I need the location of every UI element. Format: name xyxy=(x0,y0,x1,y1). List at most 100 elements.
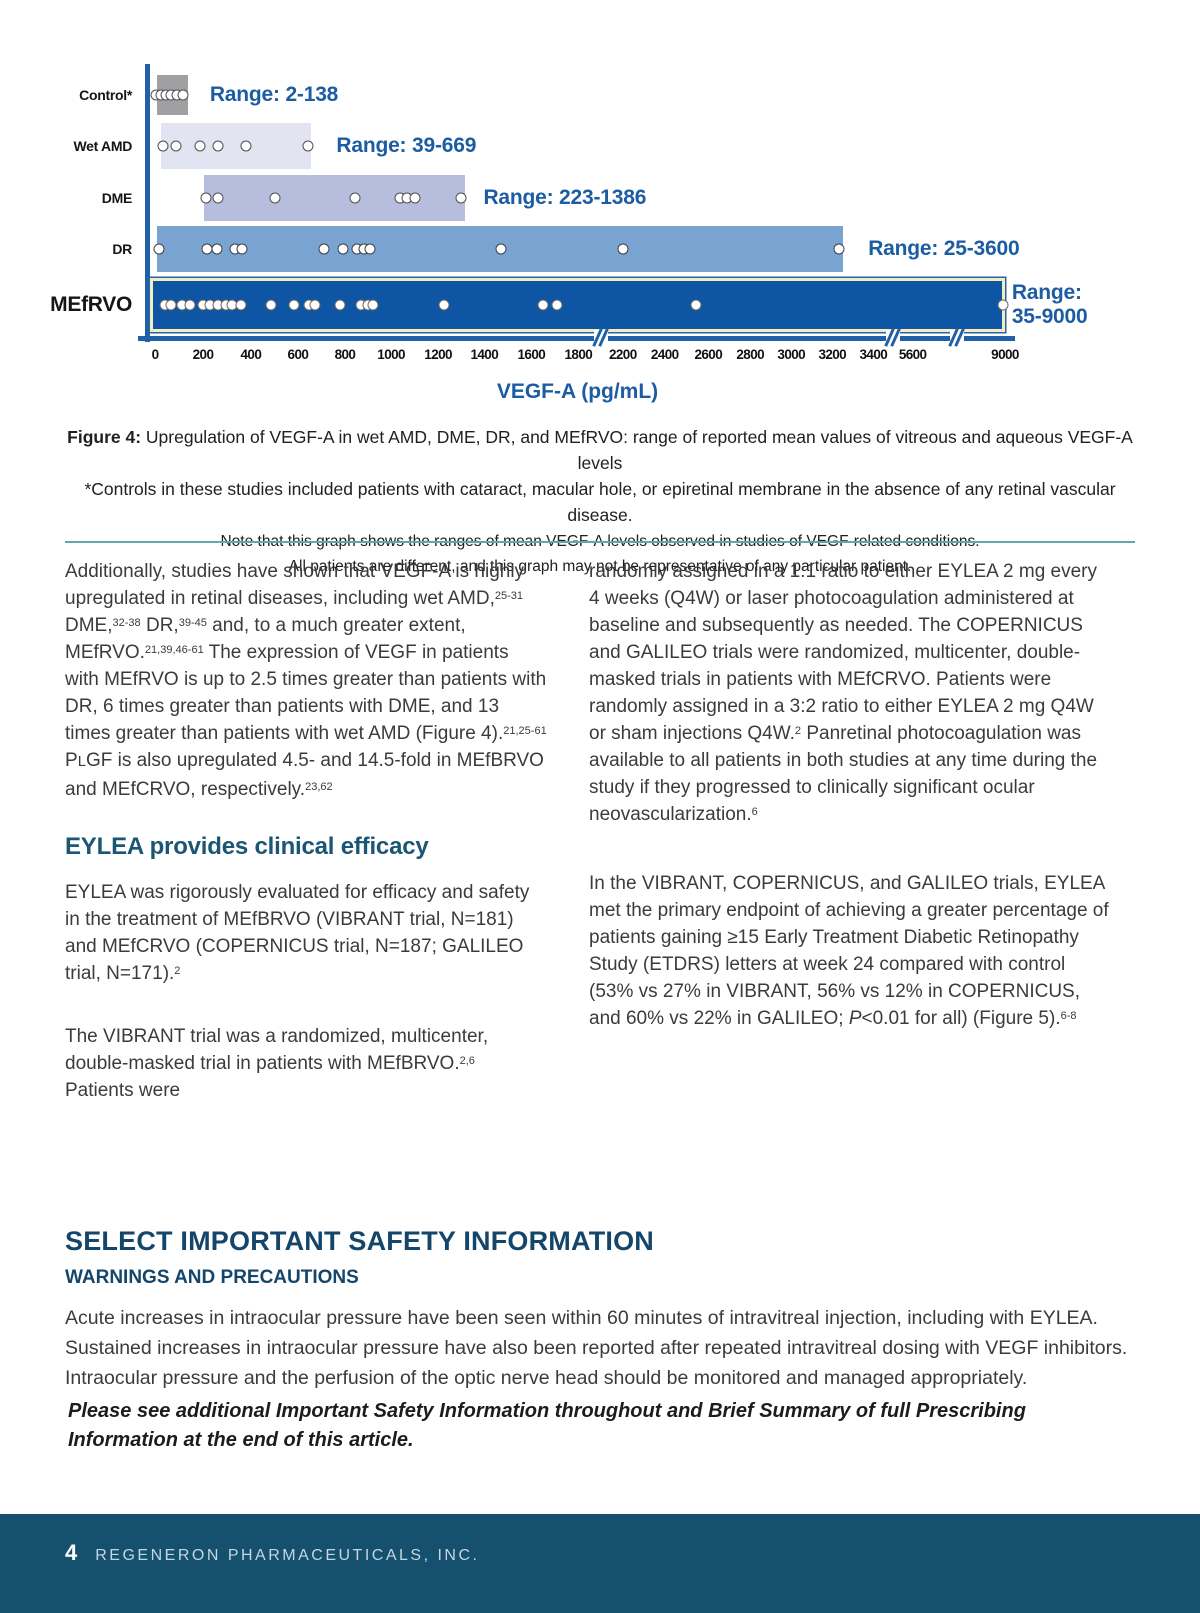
chart-dot-dr xyxy=(337,243,349,255)
chart-dot-dr xyxy=(833,243,845,255)
x-axis-line xyxy=(138,336,1015,341)
right-column: randomly assigned in a 1:1 ratio to eith… xyxy=(589,558,1109,1104)
chart-dot-mefrvo xyxy=(288,299,300,311)
chart-dot-dr xyxy=(211,243,223,255)
text-segment: and, to a much greater extent, MEfRVO. xyxy=(65,615,466,663)
chart-row-label-dr: DR xyxy=(112,241,132,257)
text-segment: Panretinal photocoagulation was availabl… xyxy=(589,723,1098,825)
text-segment: Upregulation of VEGF-A in wet AMD, DME, … xyxy=(145,427,1133,473)
caption-line-1: Figure 4: Upregulation of VEGF-A in wet … xyxy=(60,424,1140,476)
chart-dot-mefrvo xyxy=(690,299,702,311)
text-segment: DR, xyxy=(140,615,179,636)
efficacy-heading: EYLEA provides clinical efficacy xyxy=(65,833,429,860)
x-tick-3200: 3200 xyxy=(818,347,847,362)
chart-dot-control xyxy=(177,89,189,101)
x-tick-5600: 5600 xyxy=(898,347,927,362)
body-paragraph-vibrant-trial: The VIBRANT trial was a randomized, mult… xyxy=(65,1023,547,1104)
chart-dot-mefrvo xyxy=(309,299,321,311)
text-segment: Figure 4: xyxy=(67,427,146,447)
chart-dot-dme xyxy=(409,192,421,204)
chart-dot-wet-amd xyxy=(170,140,182,152)
text-segment: The VIBRANT trial was a randomized, mult… xyxy=(65,1026,489,1074)
chart-range-label-control: Range: 2-138 xyxy=(209,82,339,106)
x-tick-9000: 9000 xyxy=(991,347,1019,362)
chart-dot-mefrvo xyxy=(334,299,346,311)
text-segment: 21,25-61 xyxy=(503,725,547,738)
left-column: Additionally, studies have shown that VE… xyxy=(65,558,547,1104)
text-segment: Additionally, studies have shown that VE… xyxy=(65,561,525,609)
body-paragraph-vegf-upregulation: Additionally, studies have shown that VE… xyxy=(65,558,547,803)
x-tick-2600: 2600 xyxy=(694,347,723,362)
isi-note: Please see additional Important Safety I… xyxy=(68,1400,1026,1451)
x-tick-200: 200 xyxy=(192,347,214,362)
body-columns: Additionally, studies have shown that VE… xyxy=(65,558,1135,1104)
chart-dot-wet-amd xyxy=(212,140,224,152)
chart-range-label-dme: Range: 223-1386 xyxy=(483,185,647,209)
axis-break-2 xyxy=(884,328,901,347)
chart-dot-mefrvo xyxy=(438,299,450,311)
text-segment: The expression of VEGF in patients with … xyxy=(65,642,547,744)
chart-dot-mefrvo xyxy=(551,299,563,311)
chart-dot-mefrvo xyxy=(537,299,549,311)
text-segment: 21,39,46-61 xyxy=(144,644,204,657)
text-segment: 6-8 xyxy=(1060,1010,1077,1023)
x-tick-0: 0 xyxy=(151,347,160,362)
text-segment: 2 xyxy=(794,725,802,738)
text-segment: Patients were xyxy=(65,1080,181,1101)
x-tick-1200: 1200 xyxy=(424,347,452,362)
text-segment: 2,6 xyxy=(459,1055,475,1068)
text-segment: P xyxy=(848,1008,862,1029)
chart-dot-dr xyxy=(153,243,165,255)
x-tick-800: 800 xyxy=(334,347,356,362)
chart-dot-dme xyxy=(349,192,361,204)
text-segment: 32-38 xyxy=(112,617,141,630)
x-tick-3400: 3400 xyxy=(859,347,888,362)
text-segment: In the VIBRANT, COPERNICUS, and GALILEO … xyxy=(589,873,1109,1029)
footer-content: 4 REGENERON PHARMACEUTICALS, INC. xyxy=(65,1540,479,1566)
text-segment: 39-45 xyxy=(178,617,207,630)
x-tick-1600: 1600 xyxy=(517,347,546,362)
x-tick-400: 400 xyxy=(240,347,262,362)
chart-dot-dr xyxy=(495,243,507,255)
text-segment: 2 xyxy=(174,965,181,978)
x-tick-1400: 1400 xyxy=(470,347,499,362)
text-segment: 6 xyxy=(751,806,758,819)
chart-row-labels: Control* Wet AMD DME DR MEfRVO xyxy=(0,62,140,362)
body-paragraph-randomization: randomly assigned in a 1:1 ratio to eith… xyxy=(589,558,1109,828)
body-paragraph-endpoints: In the VIBRANT, COPERNICUS, and GALILEO … xyxy=(589,870,1109,1032)
text-segment: randomly assigned in a 1:1 ratio to eith… xyxy=(589,561,1097,744)
chart-row-label-mefrvo: MEfRVO xyxy=(50,293,132,316)
chart-dot-mefrvo xyxy=(235,299,247,311)
caption-note-2: All patients are different, and this gra… xyxy=(288,558,912,575)
chart-bar-mefrvo xyxy=(150,278,1005,332)
chart-dot-wet-amd xyxy=(194,140,206,152)
text-segment: 25-31 xyxy=(494,590,524,603)
chart-dot-dr xyxy=(364,243,376,255)
text-segment: P xyxy=(65,750,78,771)
chart-dot-wet-amd xyxy=(157,140,169,152)
chart-dot-wet-amd xyxy=(240,140,252,152)
chart-bar-wet-amd xyxy=(161,123,311,169)
x-tick-2800: 2800 xyxy=(736,347,765,362)
x-tick-1800: 1800 xyxy=(564,347,593,362)
chart-dot-mefrvo xyxy=(367,299,379,311)
safety-section: SELECT IMPORTANT SAFETY INFORMATION WARN… xyxy=(65,1226,1135,1393)
y-axis-line xyxy=(145,64,150,342)
page-number: 4 xyxy=(65,1540,78,1565)
x-tick-2200: 2200 xyxy=(608,347,637,362)
safety-paragraph: Acute increases in intraocular pressure … xyxy=(65,1307,1128,1389)
chart-dot-dr xyxy=(617,243,629,255)
chart-dot-dme xyxy=(200,192,212,204)
text-segment: GF is also upregulated 4.5- and 14.5-fol… xyxy=(65,750,544,800)
footer-org: REGENERON PHARMACEUTICALS, INC. xyxy=(95,1547,480,1564)
chart-dot-dme xyxy=(455,192,467,204)
chart-dot-dme xyxy=(212,192,224,204)
body-paragraph-eylea-evaluated: EYLEA was rigorously evaluated for effic… xyxy=(65,879,547,987)
chart-range-label-mefrvo: Range: 35-9000 xyxy=(1012,281,1088,329)
axis-break-1 xyxy=(591,328,609,347)
text-segment: <0.01 for all) (Figure 5). xyxy=(861,1008,1061,1029)
text-segment: 23,62 xyxy=(305,781,333,794)
chart-dot-mefrvo xyxy=(184,299,196,311)
x-tick-600: 600 xyxy=(287,347,309,362)
